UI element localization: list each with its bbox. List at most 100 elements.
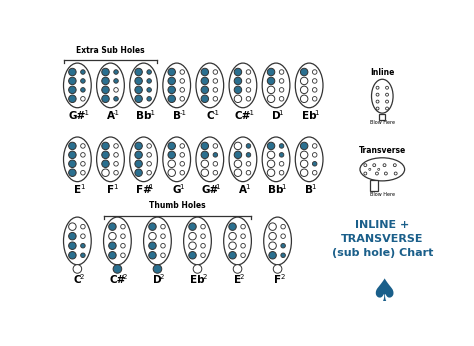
Circle shape [269, 252, 276, 259]
Text: -1: -1 [248, 110, 255, 116]
Circle shape [267, 142, 275, 150]
Circle shape [189, 223, 196, 230]
Circle shape [393, 164, 396, 167]
Circle shape [149, 233, 156, 240]
Circle shape [113, 265, 122, 273]
Text: B: B [173, 111, 181, 121]
Circle shape [109, 233, 116, 240]
Circle shape [201, 151, 209, 158]
Circle shape [168, 77, 175, 85]
Circle shape [81, 234, 85, 238]
Text: -1: -1 [113, 110, 120, 116]
Ellipse shape [97, 137, 124, 182]
Circle shape [121, 224, 125, 229]
Circle shape [135, 95, 142, 102]
Circle shape [161, 244, 165, 248]
Ellipse shape [229, 137, 257, 182]
Circle shape [369, 168, 371, 170]
Circle shape [312, 97, 317, 101]
Circle shape [102, 95, 109, 102]
Ellipse shape [360, 158, 405, 181]
Circle shape [121, 234, 125, 238]
Ellipse shape [130, 137, 157, 182]
Circle shape [213, 144, 218, 148]
Circle shape [267, 68, 275, 76]
Circle shape [267, 151, 275, 158]
Circle shape [168, 86, 175, 94]
Text: Inline: Inline [370, 68, 394, 77]
Circle shape [312, 171, 317, 175]
Text: -1: -1 [148, 110, 155, 116]
Circle shape [81, 253, 85, 257]
Circle shape [269, 242, 276, 249]
Circle shape [114, 88, 118, 92]
Circle shape [229, 252, 236, 259]
Circle shape [153, 265, 162, 273]
Circle shape [213, 171, 218, 175]
Circle shape [135, 160, 142, 167]
Circle shape [378, 168, 380, 170]
Circle shape [279, 171, 284, 175]
Circle shape [312, 88, 317, 92]
Text: Blow Here: Blow Here [370, 192, 395, 197]
Circle shape [279, 70, 284, 74]
Circle shape [201, 234, 205, 238]
Text: Thumb Holes: Thumb Holes [149, 201, 206, 210]
Circle shape [109, 252, 116, 259]
Circle shape [102, 77, 109, 85]
Ellipse shape [372, 79, 393, 113]
Circle shape [149, 242, 156, 249]
Circle shape [69, 95, 76, 102]
Text: G#: G# [69, 111, 86, 121]
Text: 1: 1 [314, 110, 319, 116]
Text: Blow Here: Blow Here [370, 120, 395, 125]
Circle shape [168, 169, 175, 176]
Circle shape [246, 70, 251, 74]
Text: G: G [173, 185, 181, 195]
Circle shape [168, 142, 175, 150]
Circle shape [69, 223, 76, 230]
Ellipse shape [196, 63, 224, 108]
Circle shape [373, 164, 376, 167]
Text: D: D [272, 111, 280, 121]
Circle shape [168, 68, 175, 76]
Circle shape [269, 223, 276, 230]
Circle shape [69, 242, 76, 249]
Circle shape [121, 253, 125, 257]
Circle shape [81, 79, 85, 83]
Circle shape [147, 88, 151, 92]
Text: 1: 1 [148, 184, 153, 190]
Text: E: E [74, 185, 81, 195]
Text: C: C [73, 275, 81, 285]
Text: 2: 2 [280, 274, 284, 280]
Circle shape [69, 151, 76, 158]
Circle shape [301, 77, 308, 85]
Circle shape [279, 144, 284, 148]
Ellipse shape [163, 137, 191, 182]
Circle shape [201, 244, 205, 248]
Circle shape [102, 142, 109, 150]
Text: Transverse: Transverse [359, 146, 406, 155]
Circle shape [246, 79, 251, 83]
Circle shape [73, 265, 82, 273]
Ellipse shape [163, 63, 191, 108]
Circle shape [241, 224, 246, 229]
Circle shape [201, 253, 205, 257]
Text: D: D [153, 275, 162, 285]
Circle shape [109, 223, 116, 230]
Circle shape [121, 244, 125, 248]
Circle shape [385, 86, 389, 89]
Circle shape [161, 253, 165, 257]
Circle shape [168, 160, 175, 167]
Circle shape [147, 162, 151, 166]
Circle shape [267, 95, 275, 102]
Circle shape [234, 160, 242, 167]
Text: 1: 1 [279, 110, 283, 116]
Circle shape [234, 95, 242, 102]
Circle shape [384, 172, 387, 175]
Circle shape [213, 153, 218, 157]
Circle shape [135, 151, 142, 158]
Circle shape [213, 88, 218, 92]
Circle shape [229, 233, 236, 240]
Circle shape [279, 88, 284, 92]
